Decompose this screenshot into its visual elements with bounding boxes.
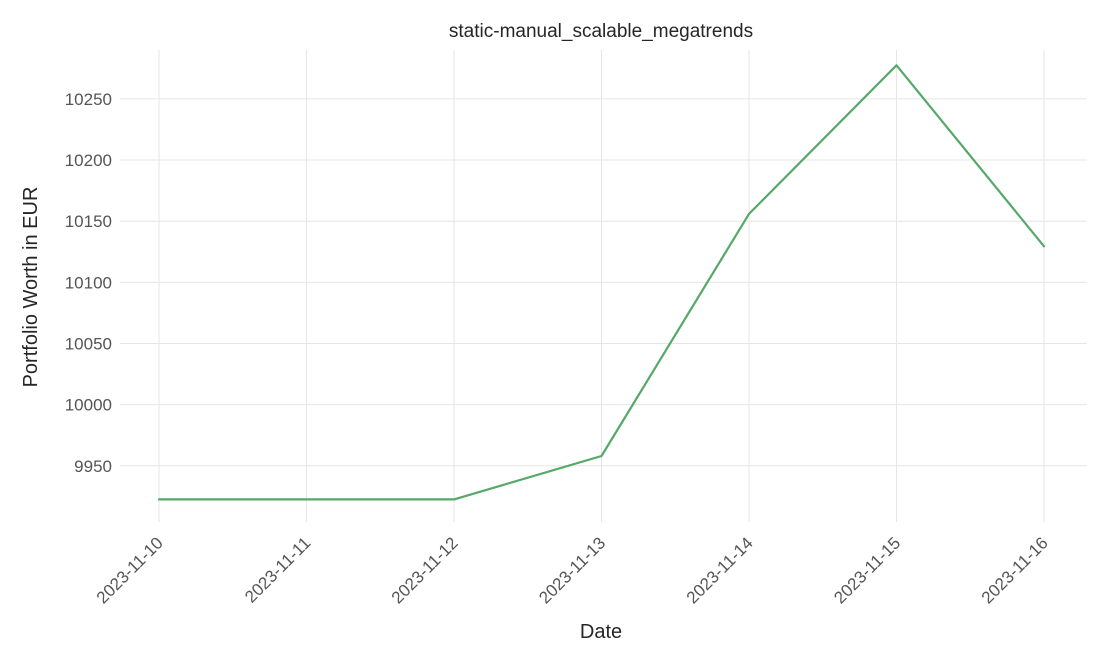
x-tick-label: 2023-11-14 bbox=[683, 533, 757, 607]
x-tick-label: 2023-11-13 bbox=[535, 533, 609, 607]
y-tick-label: 10100 bbox=[65, 273, 112, 292]
y-tick-label: 10200 bbox=[65, 151, 112, 170]
y-tick-label: 10150 bbox=[65, 212, 112, 231]
x-tick-label: 2023-11-12 bbox=[388, 533, 462, 607]
series-layer bbox=[157, 64, 1046, 501]
x-tick-label: 2023-11-11 bbox=[241, 533, 314, 606]
x-tick-label: 2023-11-15 bbox=[830, 533, 904, 607]
horizontal-gridlines bbox=[120, 98, 1087, 467]
y-tick-label: 10250 bbox=[65, 90, 112, 109]
x-tick-label: 2023-11-16 bbox=[978, 533, 1052, 607]
x-tick-label: 2023-11-10 bbox=[93, 533, 167, 607]
x-axis-title: Date bbox=[580, 621, 622, 643]
y-tick-label: 9950 bbox=[74, 457, 112, 476]
y-tick-label: 10000 bbox=[65, 396, 112, 415]
series-line bbox=[157, 64, 1046, 501]
y-tick-label: 10050 bbox=[65, 334, 112, 353]
y-axis-title: Portfolio Worth in EUR bbox=[20, 187, 42, 388]
chart-title: static-manual_scalable_megatrends bbox=[449, 21, 753, 42]
vertical-gridlines bbox=[158, 50, 1045, 522]
x-axis-ticks: 2023-11-10 2023-11-11 2023-11-12 2023-11-13… bbox=[93, 533, 1052, 607]
y-axis-ticks: 9950 10000 10050 10100 10150 10200 10250 bbox=[65, 90, 112, 476]
